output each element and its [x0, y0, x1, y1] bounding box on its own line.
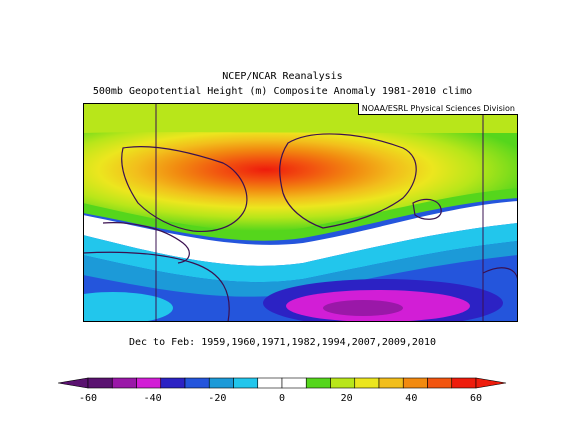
colorbar-swatch	[111, 377, 137, 389]
colorbar-arrow-high	[475, 377, 507, 389]
colorbar-tick-label: -60	[79, 393, 97, 404]
colorbar-tick-label: 60	[470, 393, 482, 404]
colorbar-swatch	[427, 377, 453, 389]
colorbar-tick-label: 0	[279, 393, 285, 404]
colorbar-tick-label: -20	[208, 393, 226, 404]
colorbar-svg: -60 -40 -20 0 20 40 60	[57, 377, 507, 404]
colorbar-tick-label: -40	[144, 393, 162, 404]
colorbar-swatch	[402, 377, 428, 389]
arctic-islands-outline	[121, 146, 248, 233]
colorbar-swatch	[208, 377, 234, 389]
band-positive	[83, 132, 518, 231]
greenland-outline	[279, 133, 417, 229]
low-core	[323, 300, 403, 316]
colorbar-swatch	[257, 377, 283, 389]
chart-title: NCEP/NCAR Reanalysis	[222, 71, 343, 82]
hudson-bay-outline	[102, 222, 190, 264]
colorbar-swatch	[305, 377, 331, 389]
colorbar: -60 -40 -20 0 20 40 60	[57, 376, 514, 406]
colorbar-swatch	[451, 377, 477, 389]
colorbar-swatch	[354, 377, 380, 389]
colorbar-swatch	[330, 377, 356, 389]
coastlines	[82, 133, 519, 323]
band-lightblue	[83, 223, 518, 283]
colorbar-swatch	[184, 377, 210, 389]
date-range-caption: Dec to Feb: 1959,1960,1971,1982,1994,200…	[128, 337, 437, 348]
north-america-coast	[82, 251, 230, 323]
band-white	[83, 201, 518, 266]
map-border	[83, 103, 518, 322]
colorbar-swatch	[281, 377, 307, 389]
colorbar-swatch	[160, 377, 186, 389]
colorbar-swatch	[87, 377, 113, 389]
colorbar-swatch	[136, 377, 162, 389]
map-svg	[53, 103, 519, 327]
anomaly-map: NOAA/ESRL Physical Sciences Division	[53, 103, 519, 327]
credit-label: NOAA/ESRL Physical Sciences Division	[357, 103, 518, 115]
colorbar-swatch	[233, 377, 259, 389]
colorbar-arrow-low	[57, 377, 89, 389]
iceland-outline	[412, 198, 442, 220]
colorbar-tick-label: 40	[405, 393, 417, 404]
colorbar-swatch	[378, 377, 404, 389]
chart-subtitle: 500mb Geopotential Height (m) Composite …	[92, 86, 473, 97]
colorbar-tick-label: 20	[341, 393, 353, 404]
band-midblue	[83, 241, 518, 297]
